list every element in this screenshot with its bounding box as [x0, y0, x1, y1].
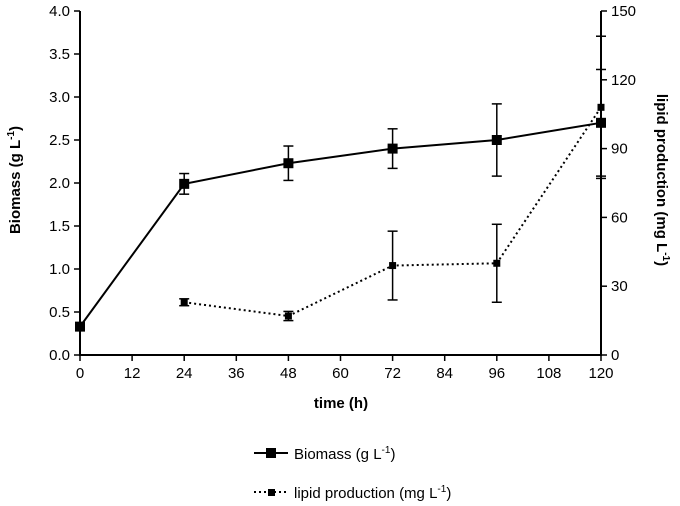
series-line-0	[79, 121, 602, 328]
y2-tick-label: 120	[611, 72, 636, 89]
y-tick-label: 3.0	[49, 89, 70, 106]
x-tick-label: 120	[588, 365, 613, 382]
data-point-0	[387, 143, 398, 154]
x-tick-label: 0	[76, 365, 84, 382]
x-tick-label: 96	[488, 365, 505, 382]
data-point-0	[179, 178, 190, 189]
x-axis-title: time (h)	[314, 395, 368, 412]
data-point-1	[284, 312, 292, 320]
y2-tick-label: 60	[611, 209, 628, 226]
x-tick-label: 60	[332, 365, 349, 382]
y-tick-label: 1.5	[49, 218, 70, 235]
data-point-0	[75, 321, 85, 332]
y-tick-label: 2.5	[49, 132, 70, 149]
x-tick-label: 108	[536, 365, 561, 382]
data-point-1	[597, 103, 605, 111]
y2-tick-label: 150	[611, 3, 636, 20]
x-tick-label: 36	[228, 365, 245, 382]
y-tick-label: 0.5	[49, 304, 70, 321]
data-point-1	[493, 259, 501, 267]
y-tick-label: 4.0	[49, 3, 70, 20]
x-tick-label: 48	[280, 365, 297, 382]
legend-item-lipid: lipid production (mg L-1)	[254, 484, 451, 502]
y-tick-label: 3.5	[49, 46, 70, 63]
y2-tick-label: 0	[611, 347, 619, 364]
y-tick-label: 2.0	[49, 175, 70, 192]
legend: Biomass (g L-1) lipid production (mg L-1…	[254, 445, 451, 502]
legend-marker-lipid	[268, 489, 275, 496]
data-point-0	[283, 158, 294, 169]
data-point-0	[491, 135, 502, 145]
y-axis-title: Biomass (g L-1)	[6, 126, 24, 234]
legend-label-lipid: lipid production (mg L-1)	[294, 484, 451, 502]
legend-item-biomass: Biomass (g L-1)	[254, 445, 395, 463]
x-tick-label: 12	[124, 365, 141, 382]
y2-axis-title: lipid production (mg L-1)	[653, 94, 671, 266]
data-point-1	[389, 262, 397, 270]
y-tick-label: 0.0	[49, 347, 70, 364]
x-tick-label: 24	[176, 365, 193, 382]
x-tick-label: 72	[384, 365, 401, 382]
legend-label-biomass: Biomass (g L-1)	[294, 445, 395, 463]
y2-tick-label: 90	[611, 141, 628, 158]
data-point-1	[180, 298, 188, 306]
y2-tick-label: 30	[611, 278, 628, 295]
x-tick-label: 84	[436, 365, 453, 382]
y-tick-label: 1.0	[49, 261, 70, 278]
legend-marker-biomass	[266, 448, 276, 458]
plot-area: 0 12 24 36 48 60 72 84 96 108 120 0.0 0.5 1.0 1.5 2.0 2.…	[49, 3, 636, 382]
